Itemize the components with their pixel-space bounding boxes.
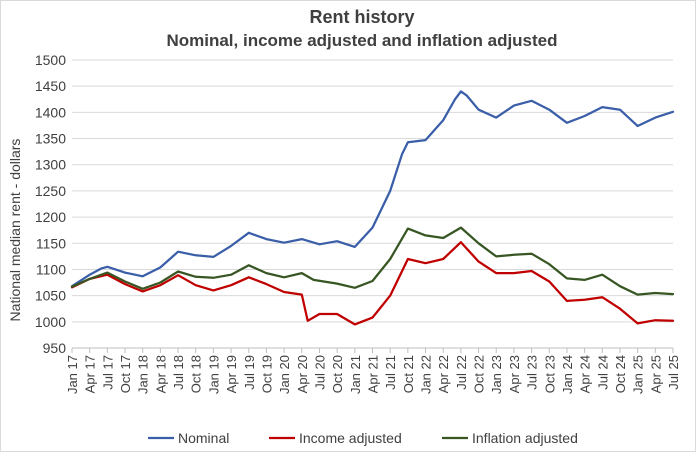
y-axis-ticks: 950 1000 1050 1100 1150 1200 1250 1300 1350 1400 1… (35, 52, 66, 356)
x-tick-label: Apr 23 (507, 355, 522, 393)
x-tick-label: Jul 24 (595, 355, 610, 390)
x-tick-label: Apr 20 (295, 355, 310, 393)
legend-label-income-adjusted: Income adjusted (299, 430, 402, 446)
series-line-inflation-adjusted (70, 226, 675, 296)
x-tick-label: Jul 20 (312, 355, 327, 390)
x-tick-label: Jan 24 (560, 355, 575, 394)
x-tick-label: Oct 24 (613, 355, 628, 393)
x-tick-label: Jul 18 (171, 355, 186, 390)
x-tick-label: Oct 23 (542, 355, 557, 393)
x-tick-label: Jan 17 (65, 355, 80, 394)
legend-label-inflation-adjusted: Inflation adjusted (472, 430, 578, 446)
x-tick-label: Jan 22 (419, 355, 434, 394)
x-tick-label: Jan 20 (277, 355, 292, 394)
chart-title: Rent history (309, 7, 414, 27)
x-tick-label: Jan 18 (136, 355, 151, 394)
x-tick-label: Oct 18 (189, 355, 204, 393)
y-tick-label: 950 (43, 340, 67, 356)
y-axis-title: National median rent - dollars (7, 139, 23, 322)
x-tick-label: Jul 22 (454, 355, 469, 390)
x-tick-label: Jan 25 (631, 355, 646, 394)
legend: Nominal Income adjusted Inflation adjusted (148, 430, 578, 446)
y-tick-label: 1300 (35, 157, 66, 173)
x-tick-label: Apr 17 (83, 355, 98, 393)
y-tick-label: 1150 (36, 235, 66, 251)
x-tick-label: Apr 18 (153, 355, 168, 393)
y-tick-label: 1000 (35, 314, 66, 330)
x-tick-label: Jan 23 (489, 355, 504, 394)
x-tick-label: Oct 22 (472, 355, 487, 393)
y-tick-label: 1100 (36, 261, 66, 277)
y-tick-label: 1350 (35, 131, 66, 147)
x-tick-label: Jul 17 (100, 355, 115, 390)
x-tick-label: Apr 25 (648, 355, 663, 393)
x-axis-ticks: Jan 17 Apr 17 Jul 17 Oct 17 Jan 18 Apr 18 Jul … (65, 348, 681, 394)
series-line-nominal (70, 90, 675, 288)
series-lines (70, 90, 675, 326)
y-tick-label: 1050 (35, 288, 66, 304)
x-tick-label: Oct 19 (259, 355, 274, 393)
y-tick-label: 1250 (35, 183, 66, 199)
chart-subtitle: Nominal, income adjusted and inflation a… (166, 31, 557, 50)
x-tick-label: Jul 23 (525, 355, 540, 390)
y-tick-label: 1450 (35, 78, 66, 94)
series-line-income-adjusted (70, 241, 675, 326)
x-tick-label: Oct 21 (401, 355, 416, 393)
y-tick-label: 1200 (35, 209, 66, 225)
x-tick-label: Apr 22 (436, 355, 451, 393)
x-tick-label: Oct 17 (118, 355, 133, 393)
x-tick-label: Apr 19 (224, 355, 239, 393)
legend-label-nominal: Nominal (178, 430, 229, 446)
x-tick-label: Jul 25 (666, 355, 681, 390)
x-tick-label: Jul 21 (383, 355, 398, 390)
x-tick-label: Oct 20 (330, 355, 345, 393)
y-tick-label: 1400 (35, 104, 66, 120)
x-tick-label: Jan 19 (206, 355, 221, 394)
y-tick-label: 1500 (35, 52, 66, 68)
x-tick-label: Jul 19 (242, 355, 257, 390)
gridlines (72, 59, 673, 349)
x-tick-label: Jan 21 (348, 355, 363, 394)
x-tick-label: Apr 24 (578, 355, 593, 393)
x-tick-label: Apr 21 (366, 355, 381, 393)
